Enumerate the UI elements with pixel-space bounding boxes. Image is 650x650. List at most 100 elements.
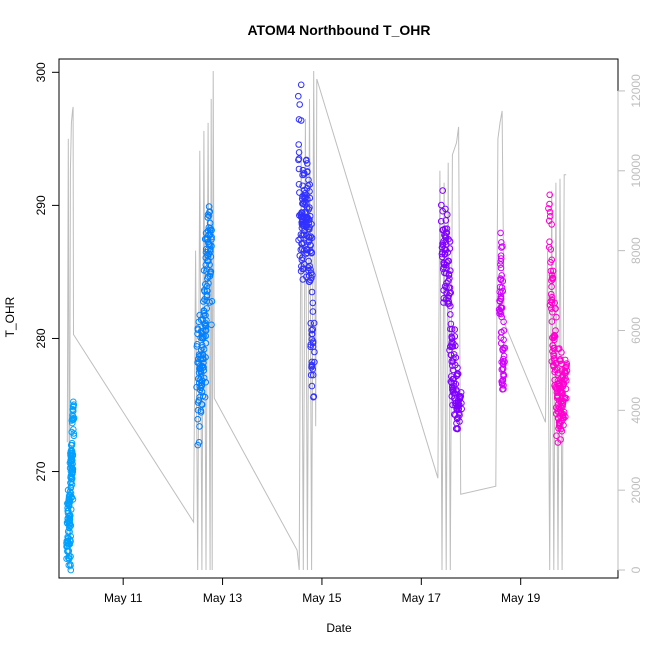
scatter-point [295, 149, 303, 156]
scatter-point [498, 284, 506, 291]
scatter-point [561, 395, 568, 403]
scatter-point [70, 426, 77, 433]
scatter-point [207, 268, 214, 276]
scatter-point [69, 496, 77, 503]
scatter-point [70, 398, 77, 406]
y-right-tick-label: 0 [629, 566, 643, 573]
scatter-point [311, 358, 318, 366]
scatter-point [308, 326, 316, 334]
scatter-point [203, 282, 211, 290]
scatter-point [306, 188, 313, 195]
scatter-point [67, 484, 75, 492]
scatter-point [305, 176, 312, 184]
scatter-point [550, 350, 557, 358]
scatter-point [66, 516, 73, 524]
y-left-axis: 270 280 290 300 [34, 62, 60, 482]
scatter-point [305, 206, 313, 213]
scatter-point [438, 250, 446, 258]
scatter-point [500, 318, 507, 326]
scatter-point [441, 225, 449, 233]
scatter-point [65, 502, 73, 510]
scatter-point [69, 416, 76, 424]
scatter-point [199, 344, 206, 351]
scatter-point [558, 389, 565, 397]
scatter-group-5 [495, 229, 509, 393]
scatter-point [442, 229, 450, 236]
scatter-point [198, 388, 206, 396]
scatter-point [562, 364, 569, 371]
x-axis: May 11 May 13 May 15 May 17 May 19 [104, 577, 541, 605]
scatter-point [202, 339, 210, 347]
scatter-point [454, 364, 461, 372]
scatter-point [200, 359, 207, 367]
scatter-point [202, 354, 209, 361]
scatter-point [446, 245, 454, 252]
y-left-tick-label: 290 [34, 195, 48, 215]
scatter-point [499, 243, 506, 250]
scatter-point [208, 242, 215, 250]
scatter-point [498, 380, 506, 388]
scatter-point [69, 419, 76, 427]
scatter-point [545, 205, 552, 212]
scatter-point [303, 204, 311, 211]
scatter-group-3 [295, 81, 318, 401]
scatter-point [547, 298, 555, 305]
scatter-point [202, 311, 209, 319]
scatter-point [200, 355, 207, 363]
scatter-point [451, 390, 459, 397]
scatter-point [453, 388, 461, 395]
scatter-point [560, 421, 567, 429]
scatter-point [308, 382, 316, 390]
scatter-point [448, 338, 456, 346]
scatter-point [309, 338, 317, 345]
scatter-point [442, 205, 449, 213]
scatter-point [295, 92, 302, 100]
scatter-point [546, 213, 554, 220]
scatter-point [447, 311, 454, 318]
scatter-point [499, 377, 507, 384]
scatter-point [553, 313, 560, 321]
scatter-point [497, 255, 505, 262]
scatter-point [300, 265, 308, 273]
scatter-point [200, 374, 208, 382]
scatter-point [450, 379, 458, 387]
scatter-point [562, 385, 570, 393]
scatter-point [203, 287, 211, 295]
scatter-point [311, 348, 318, 356]
scatter-point [308, 288, 316, 296]
scatter-point [437, 218, 445, 225]
scatter-point [456, 411, 463, 419]
scatter-point [198, 341, 206, 349]
scatter-point [563, 360, 571, 367]
scatter-point [306, 262, 313, 270]
scatter-point [551, 299, 559, 307]
y-left-tick-label: 300 [34, 62, 48, 82]
scatter-point [548, 318, 556, 325]
scatter-point [547, 259, 554, 266]
scatter-point [208, 233, 215, 241]
scatter-point [197, 409, 205, 416]
scatter-point [310, 319, 318, 327]
x-tick-label: May 11 [104, 591, 143, 605]
scatter-point [202, 378, 209, 386]
scatter-point [305, 257, 313, 265]
scatter-point [547, 267, 555, 275]
scatter-point [198, 400, 205, 408]
scatter-point [547, 246, 555, 253]
scatter-point [552, 327, 559, 334]
scatter-point [307, 320, 315, 327]
scatter-point [307, 276, 314, 284]
y-right-tick-label: 2000 [629, 476, 643, 503]
scatter-point [203, 327, 210, 334]
scatter-point [206, 272, 214, 280]
scatter-point [308, 249, 315, 257]
scatter-point [67, 441, 75, 449]
scatter-point [196, 393, 203, 401]
scatter-point [69, 406, 77, 413]
scatter-point [439, 187, 447, 194]
scatter-point [70, 401, 78, 409]
scatter-point [498, 239, 505, 246]
scatter-point [206, 261, 213, 269]
scatter-point [443, 289, 451, 297]
